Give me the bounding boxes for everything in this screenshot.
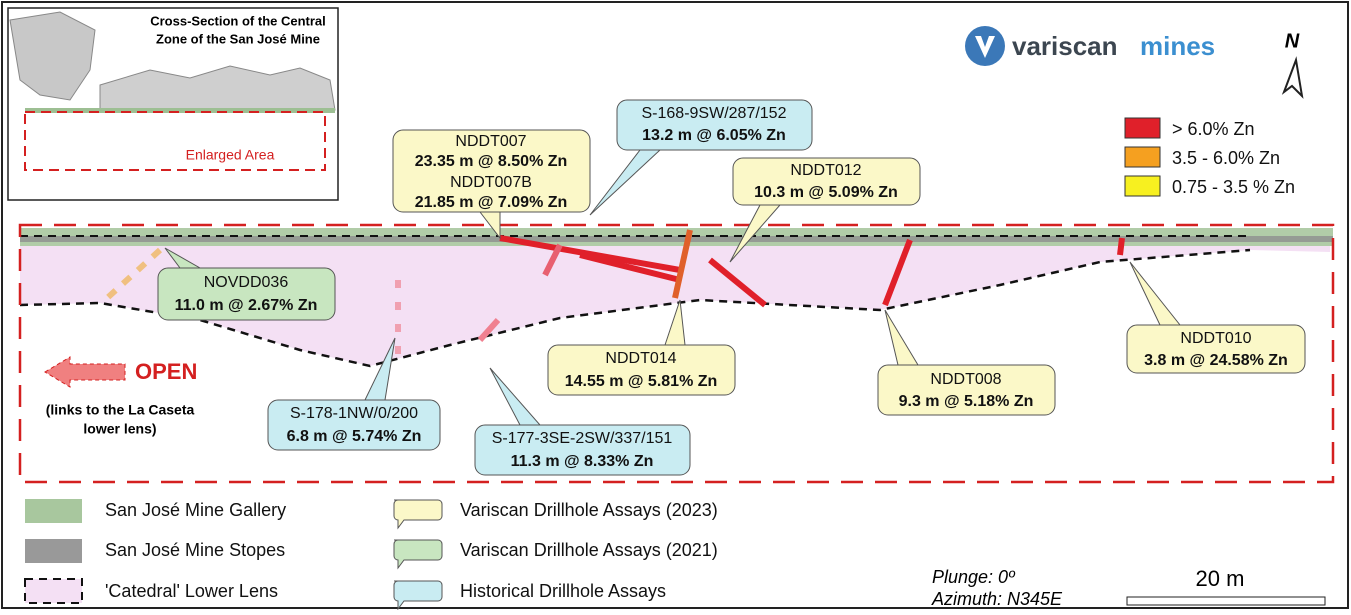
grade-swatch	[1124, 175, 1161, 197]
grade-swatch	[1124, 146, 1161, 168]
assay-label: 6.8 m @ 5.74% Zn	[287, 428, 422, 445]
hole-label: NDDT012	[790, 162, 861, 179]
callout-box	[392, 129, 591, 213]
legend-label: Variscan Drillhole Assays (2023)	[460, 500, 718, 520]
lower-lens	[20, 246, 1330, 366]
drillhole	[477, 317, 501, 343]
legend-swatch	[25, 539, 82, 563]
plunge: Plunge: 0º	[932, 567, 1016, 587]
hole-label: NDDT007B	[450, 174, 532, 191]
enlarged-area	[18, 223, 1335, 484]
drillhole	[499, 235, 681, 273]
scale-bar	[1126, 596, 1326, 606]
callout-box	[877, 364, 1056, 416]
legend-label: Variscan Drillhole Assays (2021)	[460, 540, 718, 560]
grade-label: > 6.0% Zn	[1172, 119, 1255, 139]
hole-label: NOVDD036	[204, 274, 289, 291]
lower-lens-outline	[19, 248, 1251, 368]
inset-area-label: Enlarged Area	[186, 147, 275, 163]
legend-swatch	[24, 578, 83, 604]
hole-label: NDDT007	[455, 133, 526, 150]
logo-text: variscan	[1012, 31, 1118, 61]
inset-title: Zone of the San José Mine	[156, 31, 320, 46]
inset: Cross-Section of the Central Zone of the…	[7, 7, 339, 201]
callout-box	[1126, 324, 1306, 374]
callout-box	[616, 99, 813, 151]
open-note: lower lens)	[83, 421, 156, 437]
hole-label: NDDT014	[605, 350, 676, 367]
inset-gallery	[25, 108, 335, 113]
legend-swatch	[25, 499, 82, 523]
legend-icon	[393, 580, 443, 611]
drillhole	[542, 243, 563, 277]
assay-label: 3.8 m @ 24.58% Zn	[1144, 352, 1288, 369]
assay-label: 13.2 m @ 6.05% Zn	[642, 127, 786, 144]
hole-label: NDDT008	[930, 371, 1001, 388]
inset-title: Cross-Section of the Central	[150, 13, 326, 28]
grade-label: 3.5 - 6.0% Zn	[1172, 148, 1280, 168]
legend: San José Mine Gallery San José Mine Stop…	[24, 499, 718, 611]
grade-swatch	[1124, 117, 1161, 139]
legend-icon	[393, 499, 443, 530]
callout-box	[474, 424, 691, 476]
north-label: N	[1285, 30, 1300, 52]
open-arrow	[44, 356, 126, 388]
legend-label: San José Mine Stopes	[105, 540, 285, 560]
drillholes	[102, 229, 1125, 360]
section	[18, 223, 1335, 484]
azimuth: Azimuth: N345E	[931, 589, 1063, 609]
assay-label: 10.3 m @ 5.09% Zn	[754, 184, 898, 201]
logo-mark	[965, 26, 1005, 66]
legend-icon	[393, 539, 443, 570]
logo: variscan mines	[965, 26, 1215, 66]
legend-label: San José Mine Gallery	[105, 500, 286, 520]
drillhole	[708, 257, 767, 308]
assay-label: 9.3 m @ 5.18% Zn	[899, 393, 1034, 410]
legend-label: Historical Drillhole Assays	[460, 581, 666, 601]
legend-label: 'Catedral' Lower Lens	[105, 581, 278, 601]
callout-box	[267, 399, 441, 451]
drillhole	[882, 238, 913, 307]
hole-label: S-178-1NW/0/200	[290, 405, 418, 422]
assay-label: 21.85 m @ 7.09% Zn	[415, 194, 568, 211]
hole-label: S-177-3SE-2SW/337/151	[492, 430, 673, 447]
callout-box	[732, 157, 921, 206]
drillhole	[672, 229, 693, 299]
logo-text: mines	[1140, 31, 1215, 61]
callouts: NDDT007 23.35 m @ 8.50% Zn NDDT007B 21.8…	[157, 99, 1306, 476]
inset-mesh	[9, 11, 96, 101]
north-arrow	[1281, 56, 1304, 99]
stopes	[20, 236, 1333, 242]
inset-area	[24, 111, 326, 171]
callout-box	[547, 344, 736, 396]
hole-label: NDDT010	[1180, 330, 1251, 347]
scale-label: 20 m	[1196, 566, 1245, 591]
drillhole	[579, 252, 681, 283]
assay-label: 11.0 m @ 2.67% Zn	[175, 297, 318, 314]
open-note: (links to the La Caseta	[46, 402, 195, 418]
grade-label: 0.75 - 3.5 % Zn	[1172, 177, 1295, 197]
callout-box	[157, 267, 336, 321]
assay-label: 23.35 m @ 8.50% Zn	[415, 153, 568, 170]
open-label: OPEN	[135, 359, 197, 384]
assay-label: 11.3 m @ 8.33% Zn	[511, 453, 654, 470]
assay-label: 14.55 m @ 5.81% Zn	[565, 373, 718, 390]
drillhole	[102, 247, 163, 303]
hole-label: S-168-9SW/287/152	[642, 105, 787, 122]
drillhole	[1117, 237, 1125, 256]
logo-mark	[975, 36, 995, 58]
